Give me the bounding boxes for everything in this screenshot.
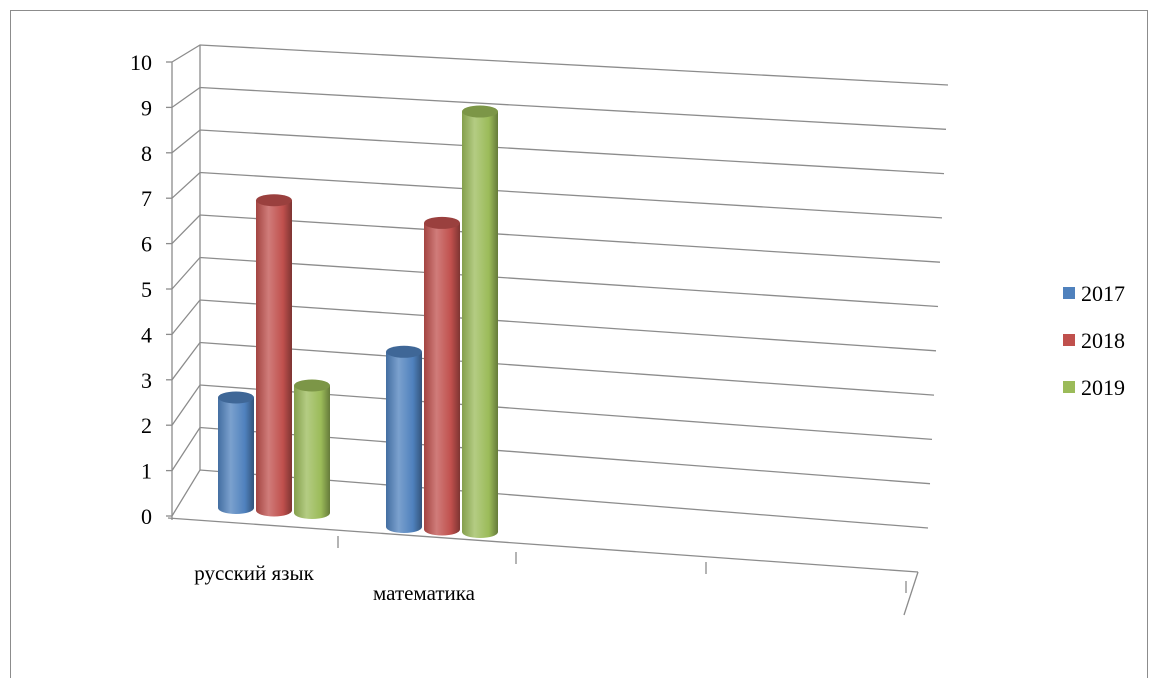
legend: 2017 2018 2019 <box>1063 281 1125 400</box>
bar-body <box>386 351 422 533</box>
y-tick-label: 7 <box>141 186 152 211</box>
gridline <box>171 86 947 130</box>
bar-body <box>294 385 330 519</box>
bar-top <box>294 379 330 392</box>
y-tick-label: 1 <box>141 459 152 484</box>
bar <box>256 194 292 517</box>
legend-swatch <box>1063 287 1075 299</box>
y-tick-label: 2 <box>141 413 152 438</box>
legend-swatch <box>1063 334 1075 346</box>
y-tick-label: 9 <box>141 95 152 120</box>
bar-body <box>218 397 254 514</box>
legend-swatch <box>1063 381 1075 393</box>
bar-top <box>218 391 254 404</box>
y-tick-label: 3 <box>141 368 152 393</box>
gridline <box>171 129 945 175</box>
bar <box>294 379 330 519</box>
bar-body <box>256 200 292 517</box>
bar-top <box>386 345 422 358</box>
legend-label: 2018 <box>1081 328 1125 353</box>
bar-top <box>256 194 292 207</box>
x-axis-depth-line <box>903 571 919 616</box>
bar <box>462 105 498 539</box>
gridline <box>171 44 949 86</box>
axes <box>166 45 919 616</box>
bar-top <box>462 105 498 118</box>
bar <box>218 391 254 514</box>
y-axis-tick-labels: 0 1 2 3 4 5 6 7 8 9 10 <box>130 50 152 529</box>
legend-label: 2019 <box>1081 375 1125 400</box>
x-category-label: русский язык <box>194 561 314 585</box>
bar <box>386 345 422 533</box>
x-axis-line <box>167 517 919 573</box>
x-axis-category-labels: русский язык математика <box>194 561 475 605</box>
bar <box>424 216 460 536</box>
y-tick-label: 6 <box>141 232 152 257</box>
bar-body <box>424 222 460 536</box>
y-tick-label: 10 <box>130 50 152 75</box>
y-tick-label: 5 <box>141 277 152 302</box>
legend-label: 2017 <box>1081 281 1125 306</box>
chart-frame <box>10 10 1148 678</box>
y-tick-label: 0 <box>141 504 152 529</box>
y-tick-label: 8 <box>141 141 152 166</box>
x-category-label: математика <box>373 581 476 605</box>
y-tick-label: 4 <box>141 322 152 347</box>
bar-top <box>424 216 460 229</box>
bars <box>218 105 498 539</box>
bar-body <box>462 111 498 539</box>
